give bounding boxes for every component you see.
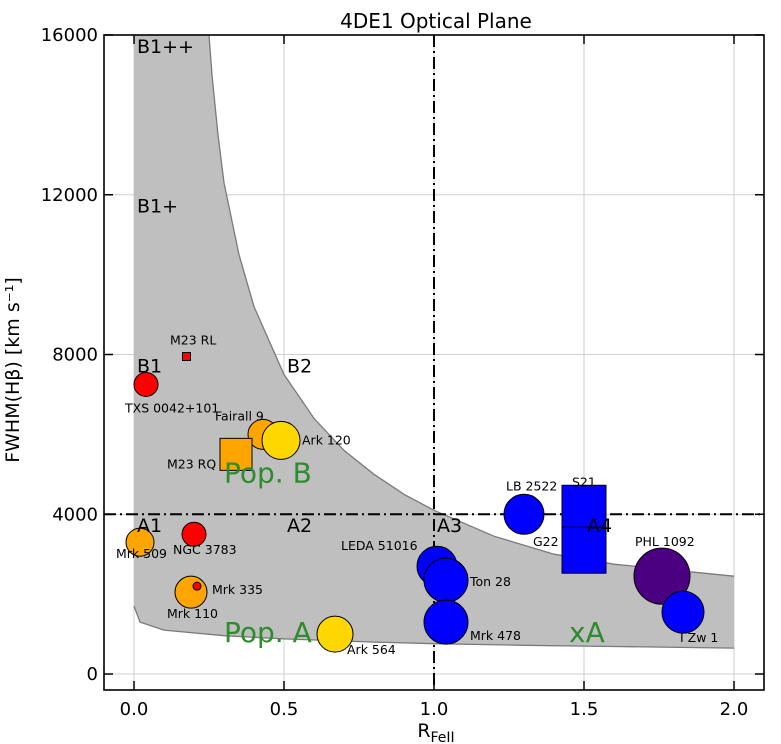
y-tick-label: 8000 (52, 345, 98, 366)
y-tick-label: 12000 (41, 185, 98, 206)
point-label: Ton 28 (469, 574, 511, 589)
point-ton-28 (423, 557, 469, 603)
point-label: Mrk 335 (212, 582, 263, 597)
x-tick-label: 1.0 (420, 699, 449, 720)
point-ark-564 (316, 615, 354, 653)
point-ark-120 (261, 420, 301, 460)
x-axis-title-main: R (417, 720, 430, 742)
region-label: B2 (287, 355, 312, 377)
point-mrk-478 (423, 599, 469, 645)
y-tick-label: 4000 (52, 504, 98, 525)
point-label: Fairall 9 (215, 408, 264, 423)
point-mrk-509 (125, 527, 155, 557)
point-mrk-335 (174, 575, 208, 609)
point-label: G22 (533, 534, 559, 549)
y-axis-title: FWHM(Hβ) [km s⁻¹] (2, 277, 24, 463)
population-label: Pop. A (224, 616, 312, 649)
region-label: B1 (137, 355, 162, 377)
y-tick-label: 16000 (41, 25, 98, 46)
point-g22 (561, 526, 607, 574)
x-axis-title-sub: FeII (431, 730, 455, 744)
point-label: Mrk 478 (470, 628, 521, 643)
region-label: A3 (437, 515, 462, 537)
region-label: B1+ (137, 196, 178, 218)
x-axis-title: RFeII (417, 720, 454, 744)
region-label: A2 (287, 515, 312, 537)
point-label: NGC 3783 (173, 542, 237, 557)
point-label: I Zw 1 (680, 630, 718, 645)
point-label: Mrk 110 (167, 606, 218, 621)
point-mrk-335-core (192, 581, 202, 591)
point-label: Ark 564 (347, 642, 396, 657)
point-i-zw-1 (661, 590, 705, 634)
point-label: PHL 1092 (635, 534, 695, 549)
point-label: M23 RL (170, 333, 216, 348)
point-phl-1092 (633, 547, 691, 605)
shaded-area (134, 35, 734, 649)
point-label: M23 RQ (167, 456, 216, 471)
point-label: S21 (572, 474, 596, 489)
x-tick-label: 1.5 (570, 699, 599, 720)
region-label: A1 (137, 515, 162, 537)
point-label: Ark 120 (302, 432, 351, 447)
x-tick-label: 0.5 (270, 699, 299, 720)
point-lb-2522 (503, 493, 545, 535)
point-label: TXS 0042+101 (124, 400, 219, 415)
point-label: LEDA 51016 (341, 538, 418, 553)
y-tick-label: 0 (87, 664, 98, 685)
region-label: A4 (587, 515, 612, 537)
data-points (125, 352, 705, 653)
point-txs-0042-101 (133, 371, 159, 397)
axes: 0.0 0.5 1.0 1.5 2.0 0 4000 8000 12000 16000 (41, 25, 765, 720)
chart-title: 4DE1 Optical Plane (340, 9, 532, 33)
x-tick-label: 2.0 (720, 699, 749, 720)
point-m23-rq (219, 437, 253, 471)
x-tick-label: 0.0 (120, 699, 149, 720)
point-label: LB 2522 (506, 478, 557, 493)
point-m23-rl (182, 352, 191, 362)
point-label: Mrk 509 (116, 546, 167, 561)
population-label: xA (569, 616, 605, 649)
point-ngc-3783 (181, 521, 207, 547)
region-label: B1++ (137, 36, 194, 58)
population-label: Pop. B (224, 456, 312, 489)
